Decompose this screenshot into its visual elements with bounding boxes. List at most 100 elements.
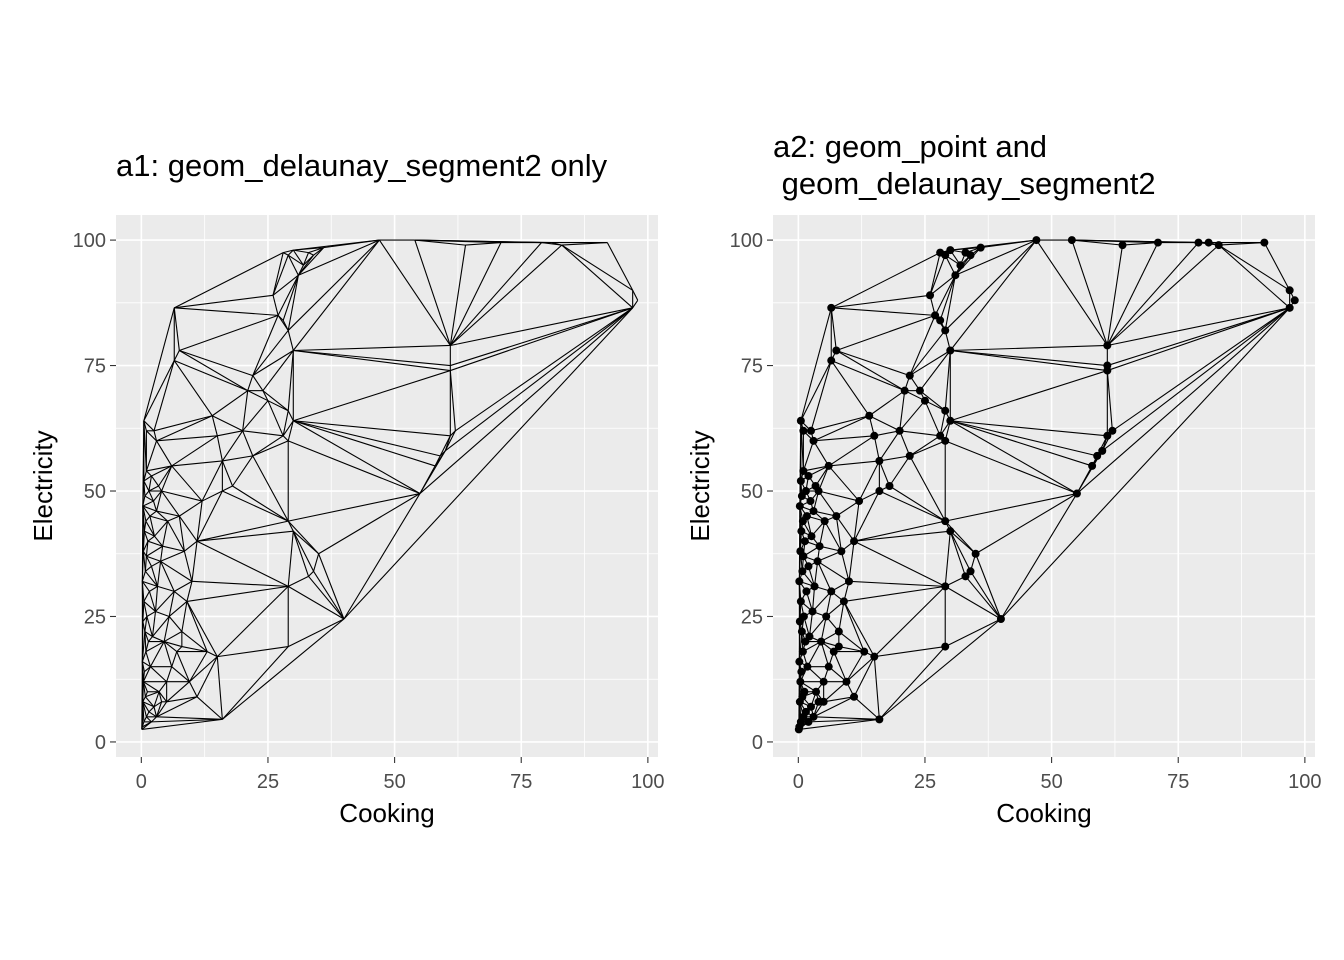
delaunay-segment — [944, 520, 977, 555]
delaunay-segment — [809, 616, 827, 637]
delaunay-segment — [970, 571, 1002, 620]
data-point — [956, 261, 965, 270]
delaunay-segment — [262, 390, 269, 401]
delaunay-segment — [561, 244, 634, 309]
delaunay-segment — [853, 500, 860, 542]
data-point — [966, 567, 975, 576]
delaunay-segment — [151, 560, 161, 567]
data-point — [809, 712, 818, 721]
delaunay-segment — [1076, 307, 1291, 494]
data-point — [941, 642, 950, 651]
delaunay-segment — [823, 681, 847, 703]
delaunay-segment — [142, 701, 145, 722]
delaunay-segment — [293, 420, 441, 457]
delaunay-segment — [308, 570, 314, 577]
x-tick-label: 100 — [1288, 771, 1321, 793]
delaunay-segment — [160, 550, 185, 562]
delaunay-segment — [808, 718, 880, 723]
delaunay-segment — [142, 505, 151, 517]
delaunay-segment — [173, 590, 188, 602]
delaunay-segment — [283, 249, 294, 254]
delaunay-segment — [161, 490, 203, 502]
data-point — [796, 677, 805, 686]
delaunay-segment — [156, 561, 162, 587]
delaunay-segment — [632, 300, 639, 309]
delaunay-segment — [878, 460, 891, 487]
data-point — [834, 627, 843, 636]
data-point — [885, 482, 894, 490]
delaunay-segment — [153, 415, 213, 432]
delaunay-segment — [810, 360, 832, 431]
plot-title-a2-line1: a2: geom_point and — [773, 129, 1047, 164]
delaunay-segment — [188, 651, 208, 682]
plot-title-a2-line2: geom_delaunay_segment2 — [773, 166, 1156, 201]
delaunay-segment — [242, 430, 284, 437]
delaunay-segment — [282, 252, 289, 256]
delaunay-segment — [232, 455, 254, 487]
data-point — [946, 346, 955, 355]
data-point — [804, 562, 813, 571]
delaunay-segment — [152, 616, 170, 637]
data-point — [850, 692, 859, 701]
delaunay-segment — [188, 681, 198, 698]
delaunay-segment — [178, 516, 185, 552]
delaunay-segment — [173, 360, 213, 417]
delaunay-segment — [144, 495, 154, 502]
data-point — [936, 316, 945, 325]
x-axis-title-a1: Cooking — [339, 798, 434, 828]
data-point — [802, 512, 811, 521]
delaunay-segment — [282, 435, 289, 442]
delaunay-segment — [142, 616, 148, 622]
delaunay-segment — [163, 641, 173, 667]
delaunay-segment — [292, 530, 310, 577]
delaunay-segment — [944, 531, 951, 587]
x-tick-label: 100 — [631, 771, 664, 793]
delaunay-segment — [975, 553, 1002, 620]
delaunay-segment — [287, 254, 299, 276]
delaunay-segment — [879, 455, 910, 462]
delaunay-segment — [156, 701, 168, 718]
delaunay-segment — [141, 661, 145, 672]
delaunay-segment — [146, 545, 163, 557]
delaunay-segment — [174, 360, 248, 392]
delaunay-segment — [158, 691, 168, 703]
delaunay-segment — [142, 701, 147, 717]
delaunay-segment — [163, 641, 178, 653]
delaunay-segment — [1263, 242, 1291, 291]
delaunay-segment — [151, 716, 157, 723]
data-point — [808, 607, 817, 616]
data-point — [796, 416, 805, 425]
delaunay-segment — [287, 585, 345, 620]
data-point — [800, 537, 809, 546]
y-tick-label: 100 — [730, 230, 763, 252]
data-point — [1103, 431, 1112, 440]
delaunay-segment — [909, 440, 946, 457]
data-point — [804, 717, 813, 726]
delaunay-segment — [287, 275, 299, 331]
data-point — [842, 677, 851, 686]
delaunay-segment — [465, 242, 502, 246]
delaunay-segment — [318, 493, 421, 555]
data-point — [971, 549, 980, 558]
data-point — [827, 356, 836, 365]
delaunay-segment — [308, 252, 314, 256]
delaunay-segment — [302, 252, 309, 266]
data-point — [827, 587, 836, 596]
delaunay-segment — [819, 521, 826, 547]
delaunay-segment — [145, 520, 155, 537]
plot-title-a1: a1: geom_delaunay_segment2 only — [116, 148, 608, 183]
delaunay-segment — [151, 611, 157, 637]
delaunay-segment — [183, 551, 193, 582]
delaunay-segment — [813, 716, 880, 720]
delaunay-segment — [414, 239, 552, 244]
delaunay-segment — [142, 506, 145, 532]
delaunay-segment — [161, 490, 180, 517]
delaunay-segment — [909, 435, 941, 457]
delaunay-segment — [282, 410, 289, 436]
delaunay-segment — [173, 350, 180, 361]
panel-a2: a2: geom_point and geom_delaunay_segment… — [685, 129, 1322, 828]
x-tick-label: 25 — [257, 771, 279, 793]
data-point — [905, 371, 914, 380]
delaunay-segment — [950, 420, 1108, 437]
delaunay-segment — [141, 581, 150, 592]
